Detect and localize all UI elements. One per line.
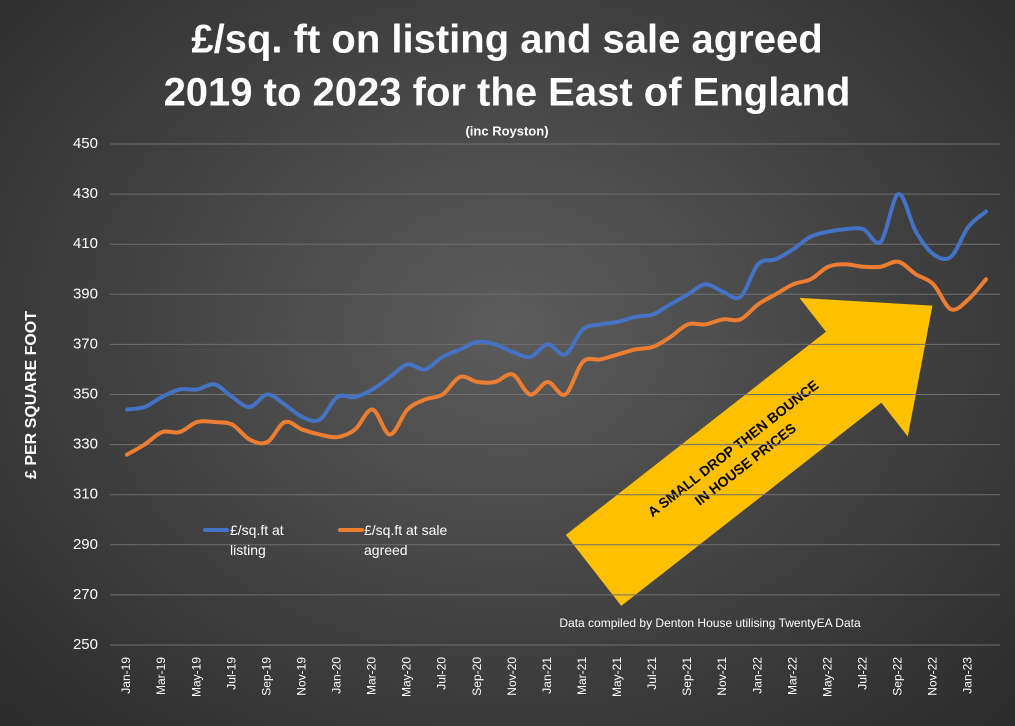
series-line <box>125 259 988 457</box>
y-tick-label: 290 <box>73 536 98 553</box>
x-tick-label: Nov-21 <box>715 657 729 696</box>
x-tick-label: Nov-22 <box>926 657 940 696</box>
x-tick-label: Jul-20 <box>435 657 449 690</box>
x-tick-label: Jul-19 <box>224 657 238 690</box>
y-axis-label: £ PER SQUARE FOOT <box>23 311 40 479</box>
x-tick-label: Sep-22 <box>891 657 905 696</box>
annotation-arrow: A SMALL DROP THEN BOUNCE IN HOUSE PRICES <box>565 297 933 606</box>
y-tick-label: 270 <box>73 586 98 603</box>
x-tick-label: Mar-19 <box>154 657 168 695</box>
x-tick-label: May-21 <box>610 657 624 697</box>
x-tick-label: Nov-20 <box>505 657 519 696</box>
x-tick-label: Jan-23 <box>961 657 975 694</box>
x-tick-label: Mar-22 <box>785 657 799 695</box>
x-tick-label: Jul-21 <box>645 657 659 690</box>
chart-title: 2019 to 2023 for the East of England <box>164 71 851 115</box>
y-tick-label: 450 <box>73 135 98 152</box>
x-tick-label: Jan-19 <box>119 657 133 694</box>
y-tick-label: 430 <box>73 185 98 202</box>
y-tick-label: 330 <box>73 436 98 453</box>
x-tick-label: May-20 <box>400 657 414 697</box>
y-tick-label: 250 <box>73 636 98 653</box>
x-tick-label: Sep-20 <box>470 657 484 696</box>
y-tick-label: 410 <box>73 235 98 252</box>
x-tick-label: Sep-21 <box>680 657 694 696</box>
x-tick-label: Jul-22 <box>855 657 869 690</box>
x-tick-label: Jan-20 <box>330 657 344 694</box>
plot-area: 250 270 290 310 330 350 370 390 410 430 450 Jan-19 M… <box>73 135 1000 697</box>
x-tick-label: Nov-19 <box>294 657 308 696</box>
chart-subtitle: (inc Royston) <box>465 123 548 138</box>
x-tick-label: Jan-21 <box>540 657 554 694</box>
x-tick-label: Sep-19 <box>259 657 273 696</box>
y-tick-label: 370 <box>73 335 98 352</box>
legend-label: £/sq.ft at sale agreed <box>364 522 448 558</box>
x-tick-label: Mar-20 <box>365 657 379 695</box>
series-line <box>125 192 988 423</box>
y-tick-label: 390 <box>73 285 98 302</box>
x-tick-label: Jan-22 <box>750 657 764 694</box>
arrow-shape <box>565 297 933 606</box>
x-tick-label: May-22 <box>820 657 834 697</box>
y-tick-label: 350 <box>73 385 98 402</box>
x-tick-label: Mar-21 <box>575 657 589 695</box>
x-tick-label: May-19 <box>189 657 203 697</box>
legend-label: £/sq.ft at listing <box>230 522 284 558</box>
chart-title: £/sq. ft on listing and sale agreed <box>191 18 822 62</box>
note: Data compiled by Denton House utilising … <box>559 616 861 630</box>
y-tick-label: 310 <box>73 486 98 503</box>
